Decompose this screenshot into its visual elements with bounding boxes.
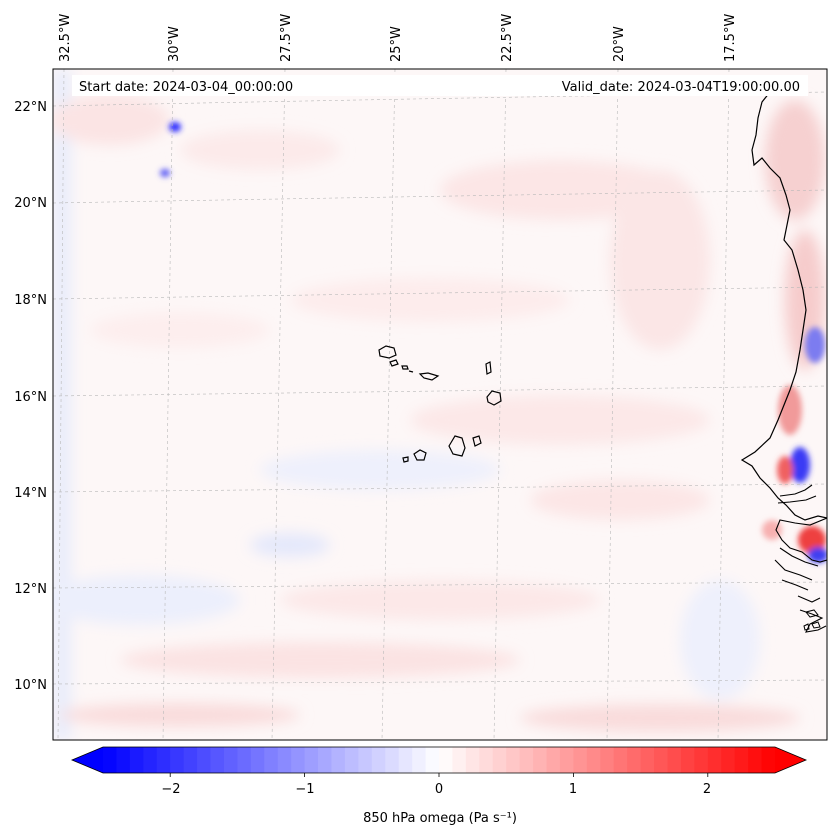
- colorbar-cell: [734, 747, 749, 773]
- colorbar-tick-label: 2: [703, 782, 711, 797]
- colorbar-tick-label: 0: [435, 782, 443, 797]
- colorbar-cell: [465, 747, 480, 773]
- omega-field: [53, 69, 825, 740]
- lat-tick-label: 16°N: [14, 390, 47, 405]
- colorbar-cell: [223, 747, 238, 773]
- colorbar-cell: [613, 747, 628, 773]
- colorbar-cell: [277, 747, 292, 773]
- colorbar-cell: [398, 747, 413, 773]
- map-frame: [52, 68, 828, 741]
- colorbar-cell: [506, 747, 521, 773]
- valid-date-label: Valid_date: 2024-03-04T19:00:00.00: [562, 80, 800, 95]
- colorbar-tick-label: 1: [569, 782, 577, 797]
- colorbar-cell: [170, 747, 185, 773]
- colorbar-cell: [371, 747, 386, 773]
- lon-tick-label: 32.5°W: [58, 14, 73, 62]
- colorbar-cell: [600, 747, 615, 773]
- lat-tick-label: 12°N: [14, 582, 47, 597]
- gridlines: [53, 69, 827, 740]
- colorbar-cell: [210, 747, 225, 773]
- colorbar-cell: [680, 747, 695, 773]
- colorbar-cells: [103, 747, 776, 773]
- colorbar-cell: [439, 747, 454, 773]
- colorbar-cell: [573, 747, 588, 773]
- colorbar-cell: [103, 747, 118, 773]
- lat-tick-label: 18°N: [14, 293, 47, 308]
- latitude-labels: 22°N 20°N 18°N 16°N 14°N 12°N 10°N: [14, 100, 47, 693]
- longitude-labels: 32.5°W 30°W 27.5°W 25°W 22.5°W 20°W 17.5…: [58, 14, 738, 62]
- colorbar-outline: [70, 746, 808, 774]
- colorbar-cell: [533, 747, 548, 773]
- colorbar-cell: [721, 747, 736, 773]
- colorbar-cell: [344, 747, 359, 773]
- colorbar-cell: [304, 747, 319, 773]
- lon-tick-label: 27.5°W: [279, 14, 294, 62]
- colorbar-tick-label: −2: [161, 782, 180, 797]
- colorbar-cell: [479, 747, 494, 773]
- colorbar-cell: [640, 747, 655, 773]
- colorbar-cell: [519, 747, 534, 773]
- colorbar-cell: [264, 747, 279, 773]
- colorbar: −2 −1 0 1 2 850 hPa omega (Pa s⁻¹): [70, 746, 808, 826]
- colorbar-extend-high: [775, 747, 806, 773]
- colorbar-cell: [143, 747, 158, 773]
- lon-tick-label: 25°W: [389, 26, 404, 62]
- lon-tick-label: 17.5°W: [723, 14, 738, 62]
- colorbar-cell: [237, 747, 252, 773]
- colorbar-cell: [250, 747, 265, 773]
- colorbar-cell: [291, 747, 306, 773]
- map-panel: Start date: 2024-03-04_00:00:00 Valid_da…: [53, 69, 827, 740]
- colorbar-cell: [694, 747, 709, 773]
- colorbar-cell: [586, 747, 601, 773]
- colorbar-cell: [197, 747, 212, 773]
- colorbar-ticks: [169, 773, 709, 777]
- lat-tick-label: 14°N: [14, 486, 47, 501]
- colorbar-cell: [318, 747, 333, 773]
- colorbar-cell: [492, 747, 507, 773]
- colorbar-cell: [425, 747, 440, 773]
- lat-tick-label: 22°N: [14, 100, 47, 115]
- cape-verde-islands: [378, 345, 502, 463]
- start-date-label: Start date: 2024-03-04_00:00:00: [79, 80, 293, 95]
- colorbar-extend-low: [72, 747, 103, 773]
- lat-tick-label: 10°N: [14, 678, 47, 693]
- colorbar-cell: [385, 747, 400, 773]
- date-label-background: [72, 75, 808, 96]
- lat-tick-label: 20°N: [14, 196, 47, 211]
- colorbar-cell: [452, 747, 467, 773]
- colorbar-cell: [559, 747, 574, 773]
- colorbar-cell: [654, 747, 669, 773]
- colorbar-cell: [156, 747, 171, 773]
- colorbar-cell: [129, 747, 144, 773]
- colorbar-cell: [331, 747, 346, 773]
- bissagos-islands: [803, 609, 821, 631]
- colorbar-tick-label: −1: [295, 782, 314, 797]
- colorbar-cell: [183, 747, 198, 773]
- colorbar-cell: [748, 747, 763, 773]
- lon-tick-label: 22.5°W: [500, 14, 515, 62]
- colorbar-cell: [707, 747, 722, 773]
- africa-coastline: [740, 91, 827, 521]
- gambia-coastline: [777, 484, 817, 504]
- colorbar-cell: [358, 747, 373, 773]
- guinea-coastline: [774, 517, 827, 633]
- colorbar-cell: [546, 747, 561, 773]
- colorbar-cell: [412, 747, 427, 773]
- lon-tick-label: 30°W: [167, 26, 182, 62]
- colorbar-cell: [667, 747, 682, 773]
- colorbar-cell: [627, 747, 642, 773]
- colorbar-cell: [761, 747, 776, 773]
- colorbar-label: 850 hPa omega (Pa s⁻¹): [363, 811, 517, 826]
- lon-tick-label: 20°W: [612, 26, 627, 62]
- colorbar-cell: [116, 747, 131, 773]
